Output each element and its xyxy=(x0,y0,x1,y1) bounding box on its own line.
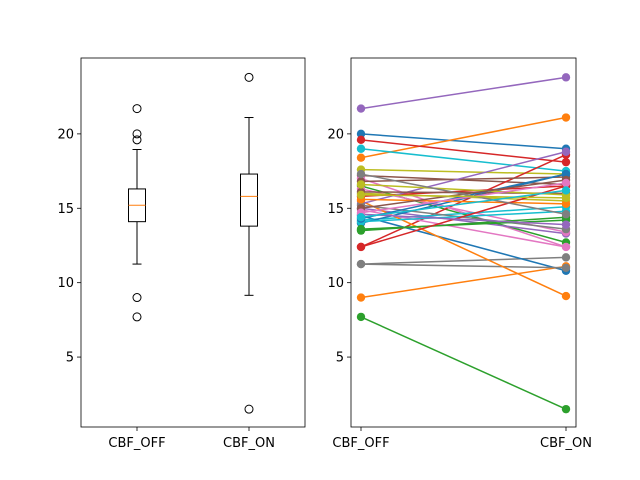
data-point xyxy=(356,312,366,322)
data-point xyxy=(356,169,366,179)
y-tick-label: 20 xyxy=(327,127,344,142)
data-point xyxy=(561,193,571,203)
x-tick-label: CBF_OFF xyxy=(108,436,165,451)
flier-point xyxy=(132,129,142,139)
data-point xyxy=(561,291,571,301)
series-line xyxy=(360,168,567,175)
series-line xyxy=(360,256,567,265)
y-tick-label: 15 xyxy=(327,202,344,217)
flier-point xyxy=(244,404,254,414)
series-line xyxy=(360,148,567,172)
data-point xyxy=(356,293,366,302)
series-line xyxy=(360,116,567,159)
series-line xyxy=(360,213,567,226)
series-line xyxy=(360,265,567,299)
y-tick-label: 5 xyxy=(336,351,344,366)
series-line xyxy=(360,214,567,272)
series-line xyxy=(360,182,567,214)
data-point xyxy=(356,213,366,222)
data-point xyxy=(561,73,571,82)
y-tick-label: 20 xyxy=(57,127,74,142)
y-tick-label: 10 xyxy=(327,276,344,291)
data-point xyxy=(561,210,571,219)
series-line xyxy=(360,194,567,199)
data-point xyxy=(356,259,366,269)
data-point xyxy=(356,144,366,153)
data-point xyxy=(356,190,366,200)
x-tick-label: CBF_OFF xyxy=(332,436,389,451)
y-tick-label: 10 xyxy=(57,276,74,291)
paired-lines-panel: 5 10 15 20 CBF_OFF CBF_ON xyxy=(327,57,592,451)
axes-frame xyxy=(80,57,306,428)
data-point xyxy=(561,113,571,122)
series-line xyxy=(360,316,567,410)
data-point xyxy=(561,220,571,229)
series-line xyxy=(360,185,567,248)
series-line xyxy=(360,263,567,269)
series-line xyxy=(360,76,567,110)
flier-point xyxy=(244,72,254,82)
data-point xyxy=(356,180,366,189)
flier-point xyxy=(132,135,142,145)
series-line xyxy=(360,206,567,221)
boxplot-panel: 5 10 15 20 CBF_OFF CBF_ON xyxy=(57,57,306,451)
data-point xyxy=(561,242,571,252)
y-tick-label: 15 xyxy=(57,202,74,217)
data-point xyxy=(561,157,571,167)
flier-point xyxy=(132,312,142,322)
series-line xyxy=(360,189,567,218)
data-point xyxy=(356,242,366,252)
data-point xyxy=(561,199,571,209)
data-point xyxy=(561,253,571,262)
series-line xyxy=(360,198,567,205)
series-line xyxy=(360,133,567,150)
box xyxy=(240,173,258,227)
flier-point xyxy=(132,104,142,114)
x-tick-label: CBF_ON xyxy=(223,436,275,451)
series-line xyxy=(360,173,567,215)
series-line xyxy=(360,183,567,196)
data-point xyxy=(356,224,366,234)
x-tick-label: CBF_ON xyxy=(540,436,592,451)
data-point xyxy=(356,135,366,145)
series-line xyxy=(360,219,567,230)
data-point xyxy=(561,169,571,179)
data-point xyxy=(356,129,366,139)
flier-point xyxy=(132,293,142,303)
data-point xyxy=(561,178,571,188)
y-tick-label: 5 xyxy=(66,351,74,366)
data-point xyxy=(561,263,571,272)
data-point xyxy=(356,153,366,162)
axes-frame xyxy=(350,57,577,428)
data-point xyxy=(561,147,571,156)
series-line xyxy=(360,139,567,163)
data-point xyxy=(356,104,366,113)
data-point xyxy=(561,186,571,195)
data-point xyxy=(561,404,571,414)
